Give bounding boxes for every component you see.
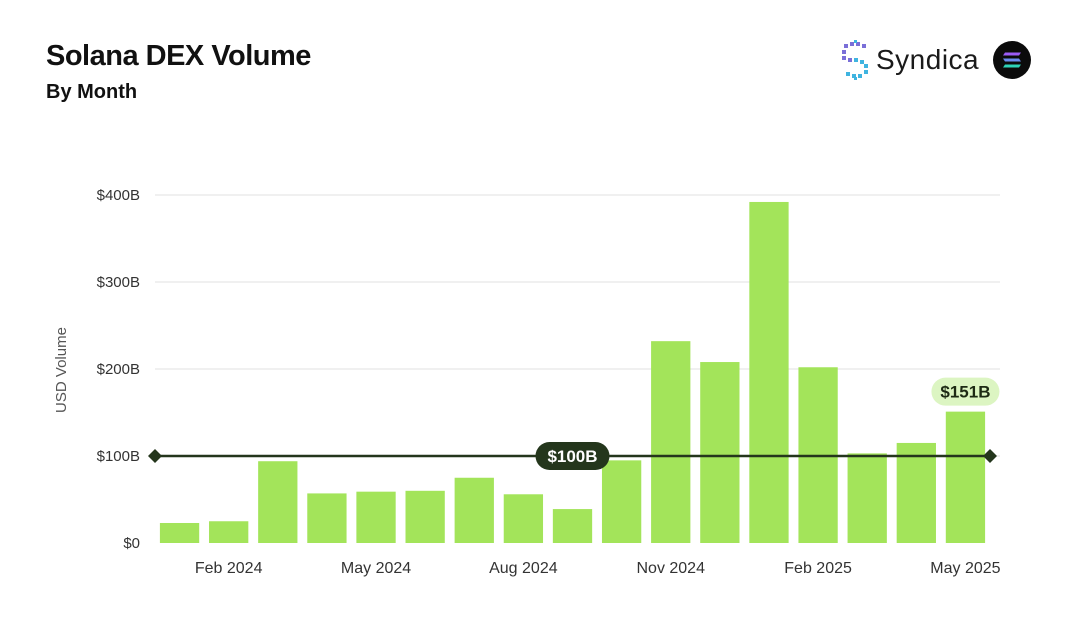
grid-lines — [155, 194, 1000, 457]
bar-may-2024 — [356, 491, 396, 543]
y-tick-label: $0 — [123, 535, 140, 552]
x-tick-label: May 2025 — [930, 560, 1000, 577]
bar-may-2025 — [945, 411, 986, 543]
x-tick-label: Nov 2024 — [636, 560, 705, 577]
bars — [159, 201, 986, 543]
bar-oct-2024 — [601, 460, 642, 543]
solana-logo-icon — [993, 41, 1032, 79]
y-tick-label: $100B — [97, 448, 140, 465]
bar-jan-2024 — [159, 522, 200, 543]
bar-aug-2024 — [503, 494, 544, 543]
bar-dec-2024 — [700, 362, 740, 543]
y-tick-label: $300B — [97, 274, 140, 291]
x-axis-ticks: Feb 2024 May 2024 Aug 2024 Nov 2024 Feb 2025… — [195, 560, 1001, 577]
bar-jan-2025 — [749, 201, 789, 543]
bar-apr-2025 — [896, 442, 936, 543]
annotation-label: $151B — [940, 383, 990, 402]
x-tick-label: Feb 2025 — [784, 560, 852, 577]
y-axis-label: USD Volume — [53, 327, 70, 413]
brand: Syndica — [838, 38, 1032, 82]
y-tick-label: $400B — [97, 187, 140, 204]
syndica-logo-icon — [842, 40, 868, 80]
x-tick-label: May 2024 — [341, 560, 411, 577]
chart-subtitle: By Month — [46, 81, 138, 103]
bar-apr-2024 — [307, 493, 347, 543]
brand-name: Syndica — [876, 44, 980, 75]
x-tick-label: Aug 2024 — [489, 560, 558, 577]
bar-feb-2024 — [209, 521, 249, 543]
bar-mar-2025 — [847, 453, 887, 543]
reference-line-start-marker — [148, 449, 162, 463]
x-tick-label: Feb 2024 — [195, 560, 263, 577]
reference-line-label: $100B — [547, 447, 597, 466]
annotations: $151B — [931, 377, 1000, 406]
y-tick-label: $200B — [97, 361, 140, 378]
bar-jun-2024 — [405, 490, 445, 543]
bar-mar-2024 — [258, 461, 298, 543]
annotation-pill — [931, 377, 1000, 406]
reference-line-end-marker — [983, 449, 997, 463]
chart-title: Solana DEX Volume — [46, 40, 311, 72]
y-axis-ticks: $0 $100B $200B $300B $400B — [97, 187, 140, 552]
bar-sep-2024 — [552, 509, 593, 543]
reference-line: $100B — [148, 442, 997, 470]
reference-line-label-pill — [535, 442, 610, 470]
bar-jul-2024 — [454, 477, 494, 543]
bar-nov-2024 — [651, 341, 691, 543]
